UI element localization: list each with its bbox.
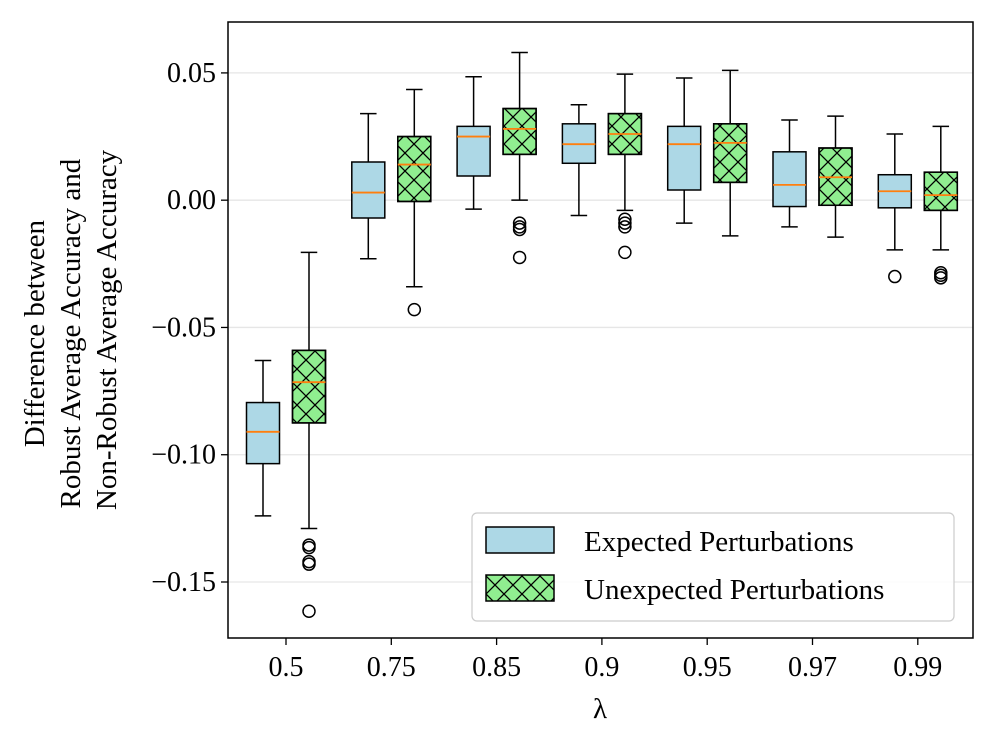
expected-box-group	[351, 112, 386, 260]
unexpected-outlier-point	[512, 250, 527, 265]
unexpected-box-hatch	[291, 349, 327, 424]
unexpected-box-hatch	[923, 171, 959, 212]
expected-box-group	[456, 75, 491, 210]
x-tick-label: 0.99	[893, 652, 942, 683]
unexpected-box-hatch	[712, 123, 748, 184]
x-axis-label: λ	[593, 693, 607, 725]
y-tick-label: 0.00	[167, 185, 216, 216]
unexpected-outlier-point	[934, 271, 948, 285]
unexpected-box-group	[712, 69, 748, 237]
expected-box	[666, 125, 702, 191]
unexpected-outlier-point	[302, 557, 316, 571]
x-tick-label: 0.5	[269, 652, 304, 683]
unexpected-outlier-point	[618, 212, 632, 227]
x-tick-label: 0.95	[683, 652, 732, 683]
x-tick-label: 0.75	[367, 652, 416, 683]
unexpected-outlier-point	[618, 245, 632, 260]
unexpected-box-group	[607, 73, 643, 260]
unexpected-outlier-point	[407, 302, 422, 317]
y-tick-label: −0.15	[151, 567, 216, 598]
unexpected-box-hatch	[397, 135, 432, 203]
legend-swatch-expected	[485, 526, 555, 554]
gridlines	[228, 72, 973, 583]
y-axis-label-line-2: Robust Average Accuracy and	[55, 158, 87, 508]
expected-outlier-point	[888, 269, 902, 284]
x-tick-label: 0.85	[472, 652, 521, 683]
expected-box-group	[666, 77, 702, 224]
legend-frame	[471, 512, 955, 622]
unexpected-outlier-point	[618, 216, 632, 230]
unexpected-outlier-point	[302, 540, 316, 555]
legend-label-unexpected: Unexpected Perturbations	[584, 574, 884, 606]
y-axis-label: Difference between Robust Average Accura…	[19, 149, 123, 510]
y-tick-label: 0.05	[167, 58, 216, 89]
x-tick-label: 0.97	[788, 652, 837, 683]
unexpected-box-hatch	[502, 107, 537, 156]
expected-box	[245, 401, 281, 465]
unexpected-box-group	[818, 115, 853, 238]
legend: Expected Perturbations Unexpected Pertur…	[471, 512, 955, 622]
x-tick-label: 0.9	[584, 652, 619, 683]
unexpected-outlier-point	[512, 216, 527, 230]
expected-box	[772, 151, 807, 208]
legend-label-expected: Expected Perturbations	[584, 526, 854, 558]
y-axis-label-line-3: Non-Robust Average Accuracy	[91, 149, 123, 510]
y-axis-label-line-1: Difference between	[19, 219, 51, 447]
unexpected-outlier-point	[302, 604, 316, 619]
y-axis: 0.05 0.00 −0.05 −0.10 −0.15	[151, 58, 228, 598]
y-tick-label: −0.05	[151, 312, 216, 343]
expected-box-group	[245, 359, 281, 517]
unexpected-box-group	[923, 125, 959, 285]
legend-swatch-unexpected	[485, 574, 555, 602]
unexpected-outlier-point	[512, 222, 527, 237]
plot-area-frame	[227, 21, 974, 639]
unexpected-box-group	[397, 88, 432, 317]
expected-box-group	[772, 119, 807, 228]
expected-box	[456, 125, 491, 177]
unexpected-outlier-point	[618, 220, 632, 234]
y-tick-label: −0.10	[151, 440, 216, 471]
unexpected-box-group	[502, 51, 537, 265]
expected-box-group	[877, 133, 913, 284]
boxes	[245, 51, 959, 619]
expected-box	[351, 161, 386, 219]
x-axis: 0.5 0.75 0.85 0.9 0.95 0.97 0.99	[269, 638, 942, 683]
expected-box-group	[561, 103, 597, 217]
unexpected-box-group	[291, 251, 327, 619]
